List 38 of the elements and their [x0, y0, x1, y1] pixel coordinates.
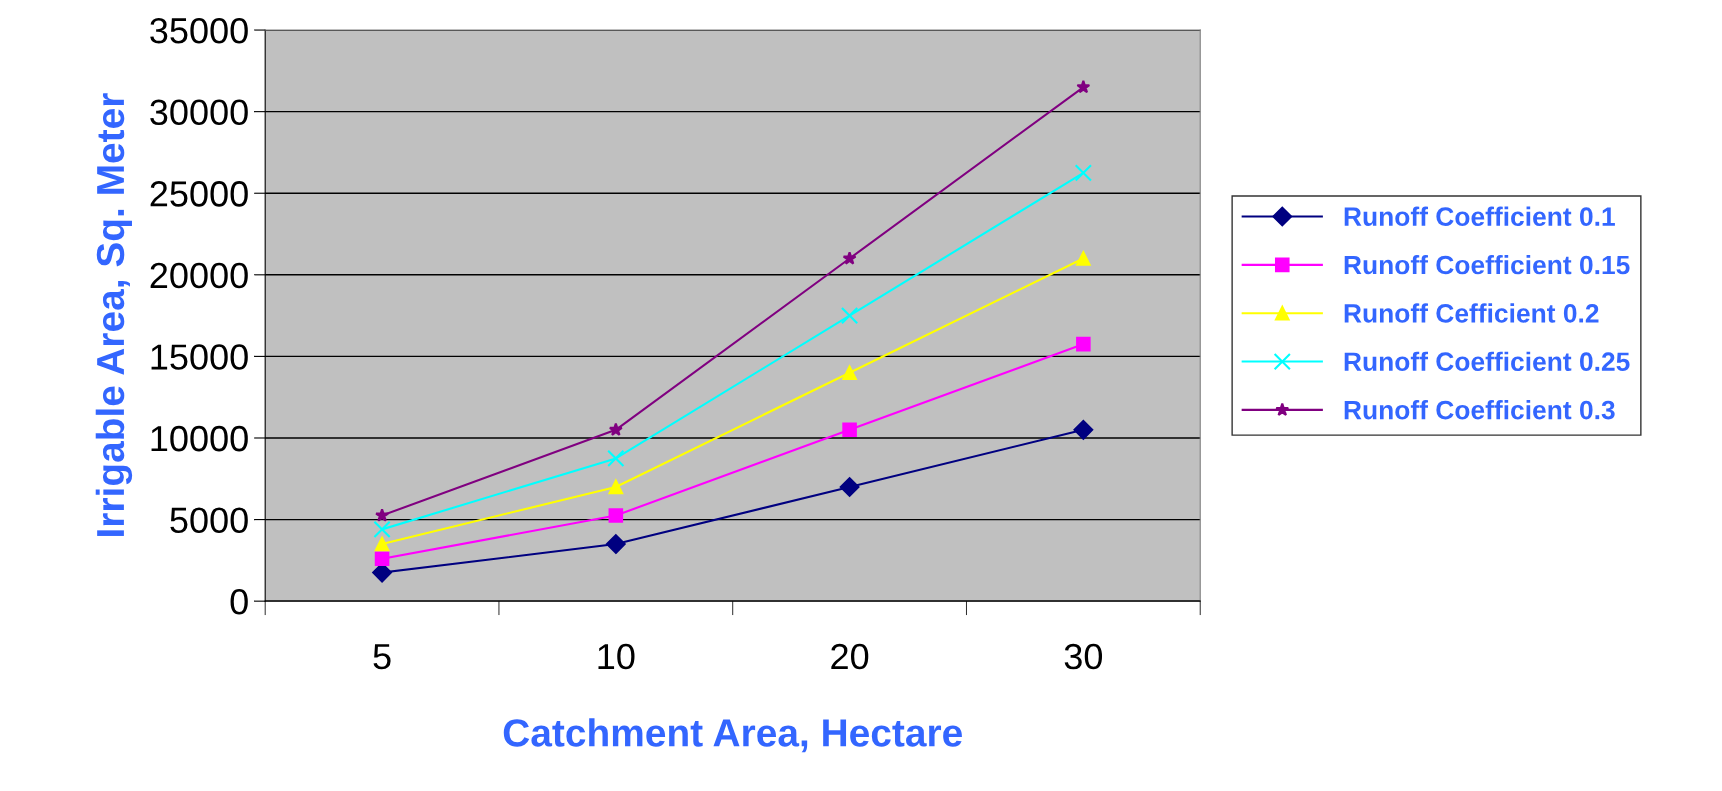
point: [1076, 251, 1091, 266]
legend-label: Runoff Coefficient 0.1: [1344, 206, 1615, 226]
y-tick-label: 25000: [150, 181, 248, 207]
x-tick-label: 10: [598, 643, 635, 670]
point: [1073, 419, 1094, 440]
y-tick-label: 15000: [151, 344, 248, 370]
point: [605, 534, 626, 554]
point: [373, 520, 391, 539]
point: [840, 306, 859, 325]
y-tick-label: 30000: [150, 99, 248, 126]
point: [608, 508, 624, 523]
x-tick-label: 20: [831, 643, 869, 670]
point: [842, 422, 857, 438]
y-tick-label: 10000: [151, 425, 248, 452]
y-tick-label: 35000: [150, 17, 248, 44]
point: [607, 449, 625, 468]
y-tick-label: 20000: [150, 262, 248, 289]
point: [1074, 164, 1093, 182]
legend-label: Runoff Coefficient 0.25: [1344, 351, 1630, 372]
point: [608, 479, 624, 495]
point: [842, 251, 857, 265]
legend-label: Runoff Cefficient 0.2: [1344, 303, 1599, 323]
legend-label: Runoff Coefficient 0.15: [1344, 254, 1630, 275]
point: [1076, 79, 1091, 94]
y-axis-title: Irrigable Area, Sq. Meter: [95, 93, 133, 536]
x-tick-label: 30: [1064, 643, 1103, 670]
point: [1076, 336, 1091, 352]
point: [608, 422, 623, 436]
y-tick-label: 5000: [170, 507, 248, 534]
point: [374, 536, 390, 552]
point: [842, 365, 857, 381]
x-tick-label: 5: [373, 644, 391, 670]
point: [375, 508, 390, 522]
point: [839, 477, 860, 497]
point: [374, 551, 390, 567]
x-axis-title: Catchment Area, Hectare: [503, 718, 962, 753]
y-tick-label: 0: [230, 589, 248, 615]
legend-label: Runoff Coefficient 0.3: [1344, 400, 1615, 420]
